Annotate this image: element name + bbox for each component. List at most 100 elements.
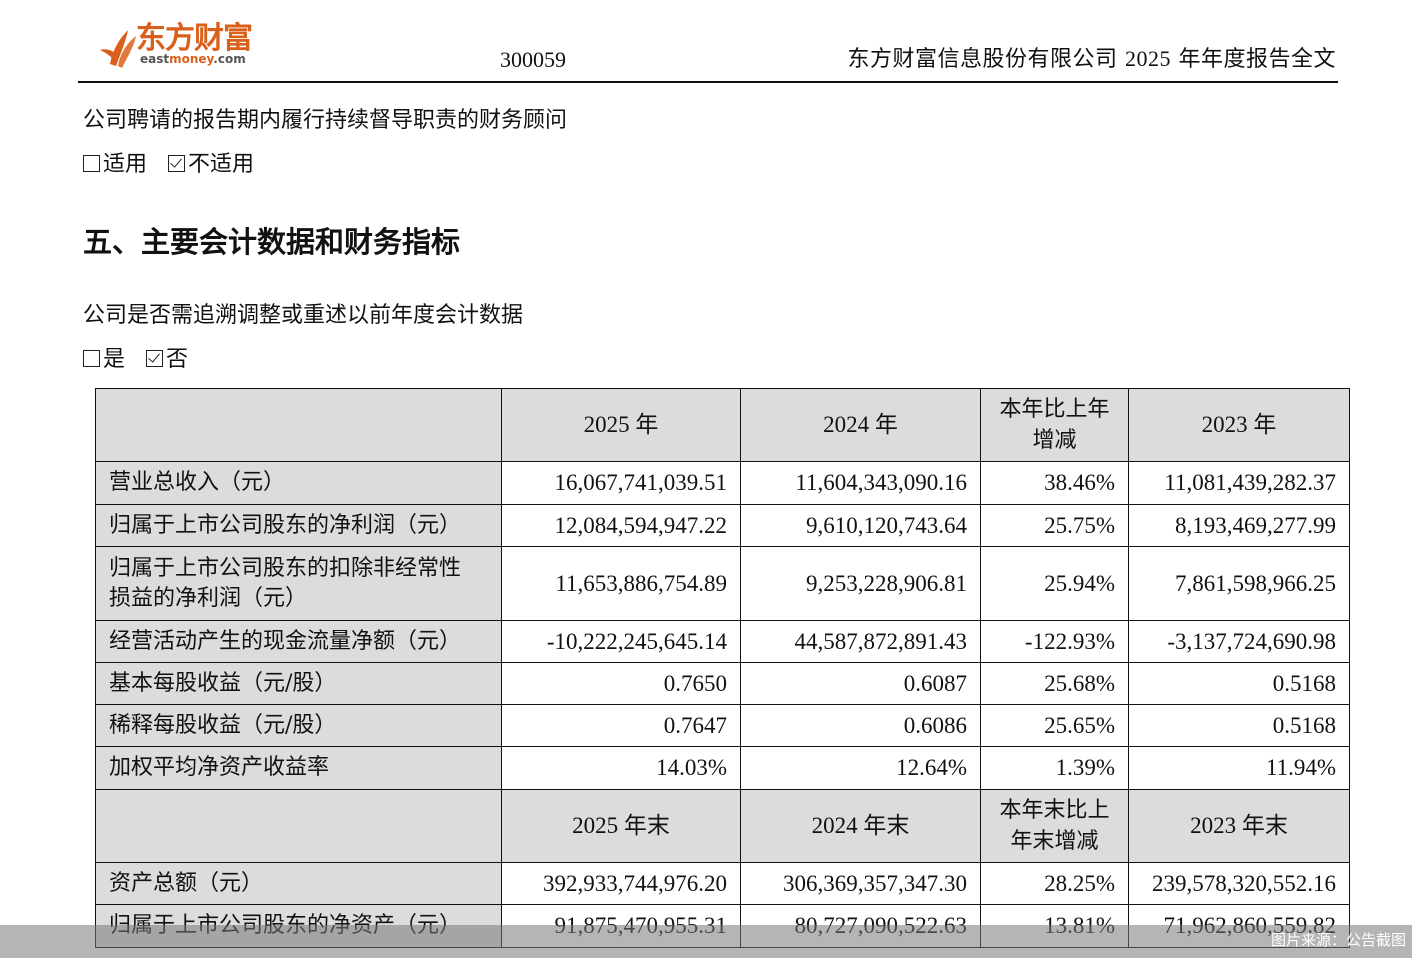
option-label: 不适用: [188, 152, 255, 177]
cell-2025: 12,084,594,947.22: [501, 504, 741, 547]
header-cell-change-end: 本年末比上 年末增减: [980, 789, 1129, 863]
logo-en-highlight: money: [169, 52, 214, 66]
advisor-question: 公司聘请的报告期内履行持续督导职责的财务顾问: [83, 108, 568, 133]
table-row: 基本每股收益（元/股） 0.7650 0.6087 25.68% 0.5168: [95, 662, 1350, 705]
option-applicable[interactable]: 适用: [83, 152, 147, 177]
cell-change: 1.39%: [980, 746, 1129, 790]
cell-2023: 0.5168: [1128, 662, 1350, 705]
cell-change: -122.93%: [980, 620, 1129, 663]
header-cell-2023-end: 2023 年末: [1128, 789, 1350, 863]
header-text: 2025 年末: [572, 813, 670, 838]
cell-change: 38.46%: [980, 461, 1129, 505]
header-text-line2: 年末增减: [1010, 829, 1099, 854]
image-credit: 图片来源：公告截图: [1270, 931, 1406, 949]
cell-2024: 9,253,228,906.81: [740, 546, 981, 621]
cell-2023: -3,137,724,690.98: [1128, 620, 1350, 663]
report-title-year: 2025: [1125, 46, 1171, 71]
cell-2025: 11,653,886,754.89: [501, 546, 741, 621]
row-label-line2: 损益的净利润（元）: [109, 585, 308, 611]
table-header-row: 2025 年 2024 年 本年比上年增减 2023 年: [95, 388, 1350, 462]
report-title-company: 东方财富信息股份有限公司: [847, 47, 1125, 72]
cell-2023: 11.94%: [1128, 746, 1350, 790]
table-row: 归属于上市公司股东的净利润（元） 12,084,594,947.22 9,610…: [95, 504, 1350, 547]
checkbox-checked-icon[interactable]: [146, 350, 164, 367]
table-row: 资产总额（元） 392,933,744,976.20 306,369,357,3…: [95, 862, 1350, 905]
header-text: 2025 年: [583, 412, 659, 437]
option-no[interactable]: 否: [146, 347, 188, 372]
cell-2023: 7,861,598,966.25: [1128, 546, 1350, 621]
cell-2023: 0.5168: [1128, 704, 1350, 747]
header-cell-empty: [95, 388, 502, 462]
cell-2025: 392,933,744,976.20: [501, 862, 741, 905]
stock-code: 300059: [500, 47, 566, 72]
cell-change: 25.68%: [980, 662, 1129, 705]
header-cell-2024: 2024 年: [740, 388, 981, 462]
cell-2023: 8,193,469,277.99: [1128, 504, 1350, 547]
table-row: 稀释每股收益（元/股） 0.7647 0.6086 25.65% 0.5168: [95, 704, 1350, 747]
option-label: 否: [166, 347, 189, 372]
header-cell-2025-end: 2025 年末: [501, 789, 741, 863]
row-label: 经营活动产生的现金流量净额（元）: [95, 620, 502, 663]
row-label: 归属于上市公司股东的扣除非经常性 损益的净利润（元）: [95, 546, 502, 621]
row-label-line1: 归属于上市公司股东的扣除非经常性: [109, 555, 462, 581]
row-label: 归属于上市公司股东的净利润（元）: [95, 504, 502, 547]
logo-chinese-text: 东方财富: [136, 21, 253, 56]
table-row: 营业总收入（元） 16,067,741,039.51 11,604,343,09…: [95, 461, 1350, 505]
row-label: 加权平均净资产收益率: [95, 746, 502, 790]
header-text-line1: 本年比上年: [999, 397, 1110, 422]
cell-2024: 9,610,120,743.64: [740, 504, 981, 547]
table-header-row: 2025 年末 2024 年末 本年末比上年末增减 2023 年末: [95, 789, 1350, 863]
checkbox-checked-icon[interactable]: [168, 155, 186, 172]
report-title: 东方财富信息股份有限公司 2025 年年度报告全文: [848, 44, 1337, 75]
section-heading: 五、主要会计数据和财务指标: [83, 225, 461, 259]
row-label: 基本每股收益（元/股）: [95, 662, 502, 705]
cell-2024: 306,369,357,347.30: [740, 862, 981, 905]
financial-indicators-table: 2025 年 2024 年 本年比上年增减 2023 年 营业总收入（元） 16…: [95, 388, 1350, 948]
header-text: 2023 年末: [1190, 813, 1288, 838]
table-row: 经营活动产生的现金流量净额（元） -10,222,245,645.14 44,5…: [95, 620, 1350, 663]
restate-options: 是 否: [83, 345, 202, 375]
header-cell-empty: [95, 789, 502, 863]
checkbox-unchecked-icon[interactable]: [83, 155, 100, 172]
checkbox-unchecked-icon[interactable]: [83, 350, 100, 367]
restate-question: 公司是否需追溯调整或重述以前年度会计数据: [83, 303, 524, 328]
logo-en-suffix: .com: [213, 52, 246, 66]
header-text: 2023 年: [1201, 412, 1277, 437]
eastmoney-logo: 东方财富 eastmoney.com: [96, 22, 266, 70]
row-label: 资产总额（元）: [95, 862, 502, 905]
cell-2025: -10,222,245,645.14: [501, 620, 741, 663]
header-text-line2: 增减: [1032, 428, 1077, 453]
logo-en-prefix: east: [140, 52, 170, 66]
table-row: 归属于上市公司股东的扣除非经常性 损益的净利润（元） 11,653,886,754…: [95, 546, 1350, 621]
cell-change: 25.75%: [980, 504, 1129, 547]
row-label: 营业总收入（元）: [95, 461, 502, 505]
cell-2025: 16,067,741,039.51: [501, 461, 741, 505]
header-cell-2024-end: 2024 年末: [740, 789, 981, 863]
cell-2023: 11,081,439,282.37: [1128, 461, 1350, 505]
option-label: 适用: [103, 152, 148, 177]
table-row: 加权平均净资产收益率 14.03% 12.64% 1.39% 11.94%: [95, 746, 1350, 790]
cell-2024: 44,587,872,891.43: [740, 620, 981, 663]
cell-2024: 11,604,343,090.16: [740, 461, 981, 505]
cell-2025: 0.7650: [501, 662, 741, 705]
option-label: 是: [103, 347, 126, 372]
cell-change: 25.65%: [980, 704, 1129, 747]
header-text: 2024 年末: [811, 813, 910, 838]
header-text: 2024 年: [823, 412, 898, 437]
image-credit-overlay: [0, 925, 1412, 958]
cell-2023: 239,578,320,552.16: [1128, 862, 1350, 905]
cell-2024: 0.6086: [740, 704, 981, 747]
report-title-suffix: 年年度报告全文: [1171, 47, 1336, 72]
cell-2024: 12.64%: [740, 746, 981, 790]
logo-english-text: eastmoney.com: [140, 52, 246, 66]
header-cell-2023: 2023 年: [1128, 388, 1350, 462]
cell-2024: 0.6087: [740, 662, 981, 705]
option-not-applicable[interactable]: 不适用: [168, 152, 254, 177]
advisor-options: 适用 不适用: [83, 150, 268, 180]
header-cell-2025: 2025 年: [501, 388, 741, 462]
option-yes[interactable]: 是: [83, 347, 125, 372]
cell-change: 25.94%: [980, 546, 1129, 621]
header-text-line1: 本年末比上: [999, 798, 1110, 823]
row-label: 稀释每股收益（元/股）: [95, 704, 502, 747]
cell-change: 28.25%: [980, 862, 1129, 905]
